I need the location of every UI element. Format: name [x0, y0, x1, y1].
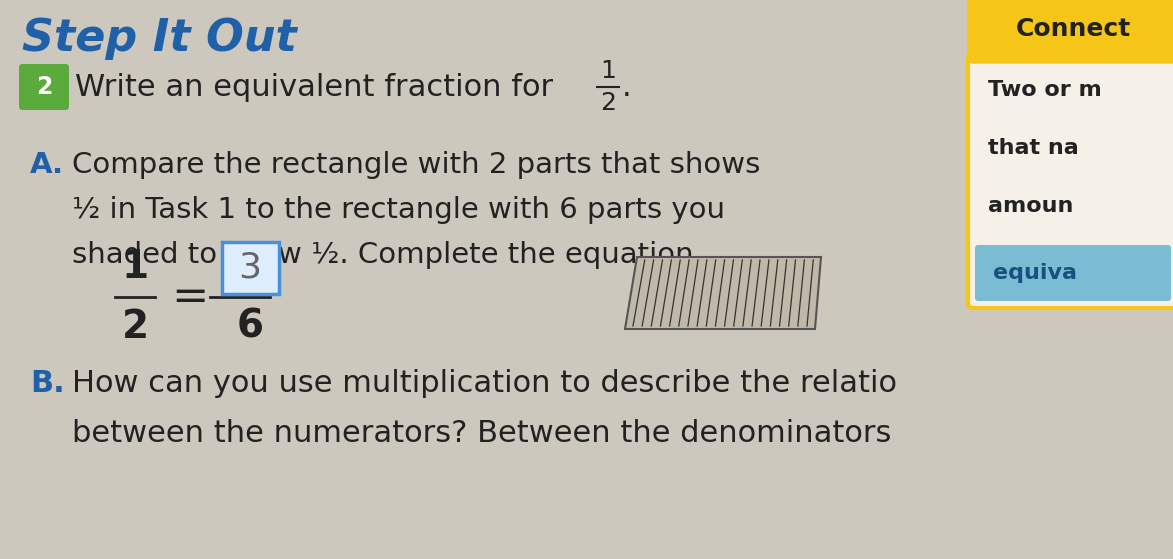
- Text: .: .: [622, 73, 631, 102]
- Text: that na: that na: [988, 138, 1079, 158]
- Text: 1: 1: [601, 59, 616, 83]
- Text: 6: 6: [237, 308, 264, 346]
- Text: How can you use multiplication to describe the relatio: How can you use multiplication to descri…: [72, 369, 897, 398]
- Text: Connect: Connect: [1016, 17, 1131, 41]
- Text: =: =: [171, 276, 209, 319]
- Text: shaded to show ½. Complete the equation.: shaded to show ½. Complete the equation.: [72, 241, 703, 269]
- FancyBboxPatch shape: [19, 64, 69, 110]
- Text: 3: 3: [238, 251, 262, 285]
- Polygon shape: [625, 257, 821, 329]
- Text: 2: 2: [122, 308, 149, 346]
- FancyBboxPatch shape: [968, 0, 1173, 63]
- Text: between the numerators? Between the denominators: between the numerators? Between the deno…: [72, 419, 891, 448]
- Text: 1: 1: [122, 248, 149, 286]
- Text: equiva: equiva: [994, 263, 1077, 283]
- FancyBboxPatch shape: [968, 53, 1173, 308]
- FancyBboxPatch shape: [975, 245, 1171, 301]
- Text: Write an equivalent fraction for: Write an equivalent fraction for: [75, 73, 563, 102]
- Text: amoun: amoun: [988, 196, 1073, 216]
- Text: Step It Out: Step It Out: [22, 17, 297, 60]
- Text: Two or m: Two or m: [988, 80, 1101, 100]
- FancyBboxPatch shape: [222, 242, 278, 294]
- Text: A.: A.: [30, 151, 65, 179]
- Text: 2: 2: [601, 91, 616, 115]
- Text: Compare the rectangle with 2 parts that shows: Compare the rectangle with 2 parts that …: [72, 151, 760, 179]
- Text: ½ in Task 1 to the rectangle with 6 parts you: ½ in Task 1 to the rectangle with 6 part…: [72, 196, 725, 224]
- Text: B.: B.: [30, 369, 65, 398]
- Text: 2: 2: [36, 75, 52, 99]
